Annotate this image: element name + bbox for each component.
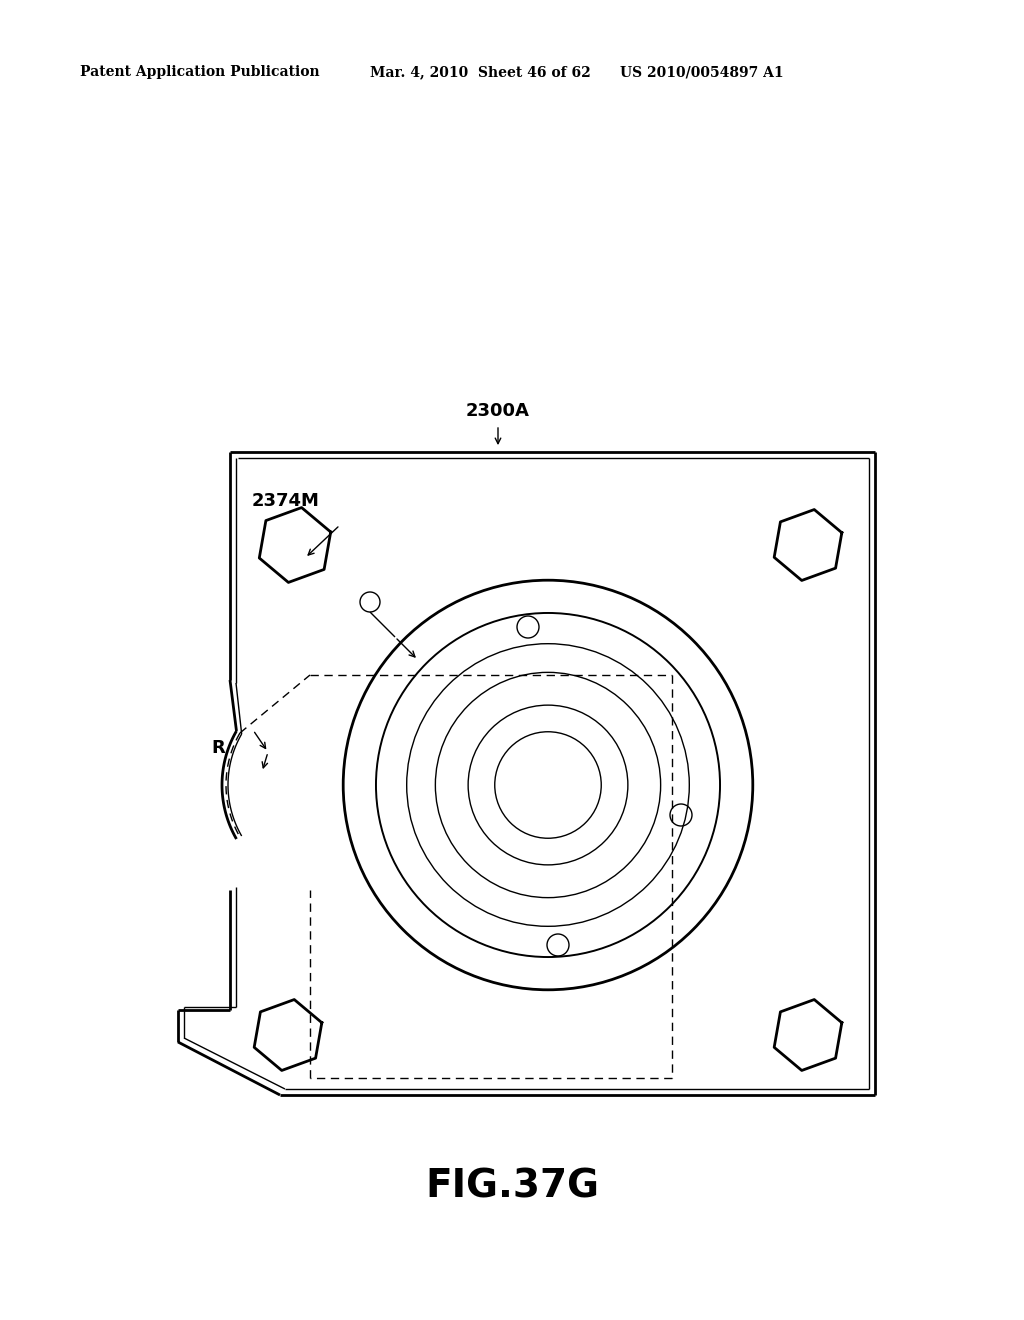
Text: US 2010/0054897 A1: US 2010/0054897 A1: [620, 65, 783, 79]
Text: Patent Application Publication: Patent Application Publication: [80, 65, 319, 79]
Text: FIG.37G: FIG.37G: [425, 1167, 599, 1205]
Text: 2300A: 2300A: [466, 403, 530, 420]
Text: Mar. 4, 2010  Sheet 46 of 62: Mar. 4, 2010 Sheet 46 of 62: [370, 65, 591, 79]
Text: R: R: [211, 739, 225, 756]
Text: 2374M: 2374M: [252, 492, 319, 510]
